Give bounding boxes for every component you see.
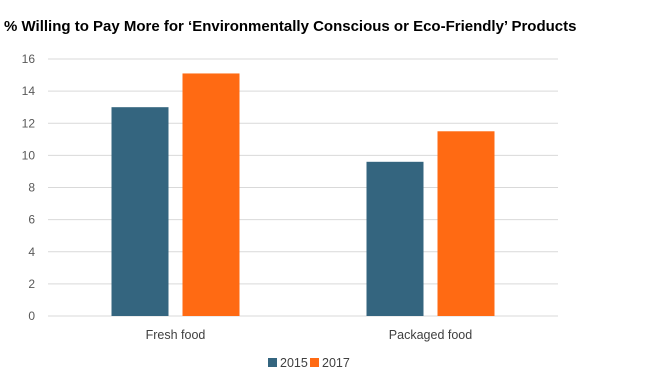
y-tick-label: 16	[22, 52, 36, 66]
x-category-label: Packaged food	[389, 328, 472, 342]
y-tick-label: 14	[22, 84, 36, 98]
y-tick-label: 10	[22, 148, 36, 162]
bar-2017-packaged-food	[437, 131, 495, 316]
y-tick-label: 2	[28, 277, 35, 291]
chart-subtitle: % Willing to Pay More for ‘Environmental…	[4, 18, 577, 35]
x-category-label: Fresh food	[146, 328, 206, 342]
y-tick-label: 8	[28, 181, 35, 195]
y-tick-label: 0	[28, 309, 35, 323]
y-tick-label: 4	[28, 245, 35, 259]
legend-swatch-2015	[268, 358, 277, 367]
legend-swatch-2017	[310, 358, 319, 367]
bar-2017-fresh-food	[182, 73, 240, 316]
bar-2015-packaged-food	[366, 161, 424, 316]
y-tick-label: 6	[28, 213, 35, 227]
y-tick-label: 12	[22, 116, 36, 130]
legend-label: 2015	[280, 356, 308, 370]
bar-2015-fresh-food	[111, 107, 169, 316]
legend-label: 2017	[322, 356, 350, 370]
